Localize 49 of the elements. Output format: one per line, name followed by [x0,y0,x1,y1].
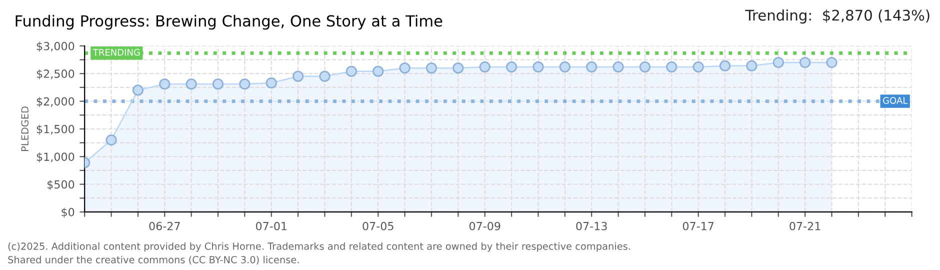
text: Trending: $2,870 (143%) [745,9,930,24]
point [266,77,277,89]
y-tick-label: $1,000 [36,152,74,162]
point [532,61,544,72]
x-tick-label: 07-05 [362,222,394,230]
point [826,56,838,68]
point [800,56,811,68]
point [319,70,330,82]
point [639,61,651,72]
point [159,78,170,90]
point [399,62,410,74]
y-tick-label: $2,000 [36,97,74,108]
point [186,78,197,90]
point [239,78,250,90]
point [346,66,357,77]
point [212,78,224,90]
point [746,60,758,72]
point [452,62,464,74]
point [772,56,784,68]
point [719,60,731,72]
text: Shared under the creative commons (CC BY-NC 3.0) license. [8,256,299,265]
point [586,61,598,72]
x-tick-label: 07-09 [469,222,500,230]
y-tick-label: $2,500 [36,69,74,80]
x-tick-label: 07-21 [790,222,820,230]
point [106,134,117,146]
point [559,61,570,72]
point [372,66,384,77]
y-axis-title: PLEDGED [21,106,29,152]
x-tick-label: 07-01 [256,222,287,230]
x-tick-label: 07-17 [682,222,714,230]
x-tick-label: 06-27 [149,222,180,230]
y-tick-label: $3,000 [36,42,74,52]
point [692,61,704,72]
point [132,84,144,96]
point [292,70,304,82]
chart-title: Funding Progress: Brewing Change, One Story at a Time [16,14,442,30]
point [426,62,438,74]
ref-line-label: GOAL [883,97,908,104]
x-tick-label: 07-13 [576,222,607,230]
text: (c)2025. Additional content provided by Chris Horne. Trademarks and related content are owned by their respective companies. [8,242,630,252]
point [666,61,678,72]
point [612,61,624,72]
point [506,61,518,72]
y-tick-label: $1,500 [36,124,74,135]
ref-line-label: TRENDING [92,48,140,56]
y-tick-label: $0 [62,208,74,218]
y-tick-label: $500 [48,180,74,190]
point [479,61,490,72]
